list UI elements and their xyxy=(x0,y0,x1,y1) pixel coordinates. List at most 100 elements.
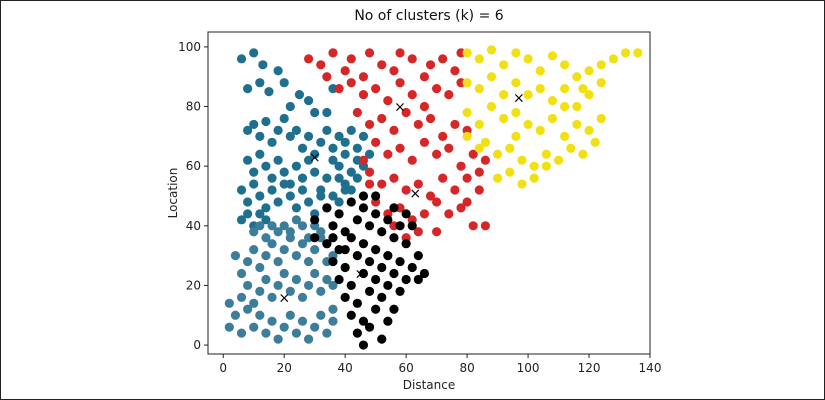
x-tick-label: 100 xyxy=(517,361,540,375)
cluster-2-point xyxy=(243,304,253,314)
cluster-2-point xyxy=(279,245,289,255)
cluster-4-point xyxy=(560,60,570,70)
cluster-3-point xyxy=(322,72,332,82)
cluster-1-point xyxy=(249,179,259,189)
cluster-2-point xyxy=(291,274,301,285)
cluster-3-point xyxy=(377,179,387,189)
cluster-4-point xyxy=(621,48,631,58)
cluster-3-point xyxy=(389,66,399,76)
cluster-1-point xyxy=(267,173,277,183)
cluster-1-point xyxy=(279,167,289,177)
cluster-5-point xyxy=(395,286,405,296)
cluster-4-point xyxy=(499,60,509,70)
x-tick-label: 60 xyxy=(398,361,413,375)
cluster-1-point xyxy=(236,185,247,195)
cluster-3-point xyxy=(358,90,369,100)
cluster-2-point xyxy=(230,251,241,261)
cluster-2-point xyxy=(297,292,308,302)
cluster-4-point xyxy=(474,143,484,153)
y-axis-ticks: 0 20 40 60 80 100 xyxy=(178,40,208,352)
cluster-2-point xyxy=(285,286,295,296)
cluster-4-point xyxy=(547,113,558,124)
cluster-1-point xyxy=(243,155,253,165)
y-tick-label: 80 xyxy=(186,100,201,114)
cluster-5-point xyxy=(389,268,399,279)
cluster-1-point xyxy=(340,149,350,159)
cluster-3-point xyxy=(334,84,344,94)
cluster-5-point xyxy=(346,310,356,320)
cluster-2-point xyxy=(255,286,265,296)
cluster-2-point xyxy=(249,227,259,237)
cluster-3-point xyxy=(480,221,490,231)
cluster-3-point xyxy=(401,185,411,195)
cluster-5-point xyxy=(395,221,405,231)
cluster-1-point xyxy=(285,101,295,112)
cluster-3-point xyxy=(383,95,393,106)
cluster-5-point xyxy=(413,251,423,261)
cluster-2-point xyxy=(328,304,338,314)
cluster-3-point xyxy=(364,179,375,189)
cluster-3-point xyxy=(450,185,460,195)
cluster-2-point xyxy=(243,280,253,291)
cluster-2-point xyxy=(261,251,271,261)
cluster-5-point xyxy=(389,233,399,243)
cluster-2-point xyxy=(236,268,247,279)
cluster-5-point xyxy=(340,245,350,255)
cluster-4-point xyxy=(535,125,545,135)
cluster-1-point xyxy=(249,119,259,130)
cluster-3-point xyxy=(383,149,393,159)
cluster-2-point xyxy=(236,292,247,302)
cluster-5-point xyxy=(383,280,393,291)
cluster-3-point xyxy=(419,137,430,147)
cluster-3-point xyxy=(444,143,454,153)
cluster-4-point xyxy=(511,78,521,88)
cluster-5-point xyxy=(346,233,356,243)
cluster-5-point xyxy=(334,274,344,285)
cluster-2-point xyxy=(267,239,277,249)
cluster-1-point xyxy=(328,191,338,201)
cluster-2-point xyxy=(297,221,308,231)
cluster-5-point xyxy=(358,268,369,279)
cluster-4-point xyxy=(590,137,600,147)
cluster-5-point xyxy=(389,304,399,314)
cluster-4-point xyxy=(535,84,545,94)
cluster-4-point xyxy=(492,149,503,159)
x-tick-label: 80 xyxy=(459,361,474,375)
cluster-3-point xyxy=(438,131,448,141)
cluster-1-point xyxy=(261,116,271,127)
cluster-2-point xyxy=(316,286,326,296)
cluster-2-point xyxy=(236,328,247,338)
cluster-4-point xyxy=(474,84,484,94)
cluster-5-point xyxy=(371,209,381,219)
y-tick-label: 100 xyxy=(178,40,201,54)
cluster-5-point xyxy=(346,280,356,291)
cluster-5-point xyxy=(352,251,362,261)
cluster-5-point xyxy=(371,245,381,255)
cluster-1-point xyxy=(310,107,320,118)
cluster-2-point xyxy=(267,221,277,231)
cluster-2-point xyxy=(255,310,265,320)
cluster-3-point xyxy=(371,137,381,147)
cluster-3-point xyxy=(364,119,375,130)
cluster-4-point xyxy=(474,119,484,130)
cluster-5-point xyxy=(364,221,375,231)
cluster-2-point xyxy=(267,292,277,302)
y-tick-label: 0 xyxy=(193,338,201,352)
cluster-2-point xyxy=(249,322,259,332)
cluster-5-point xyxy=(413,274,423,285)
cluster-1-point xyxy=(346,167,356,177)
cluster-5-point xyxy=(346,197,356,207)
cluster-5-point xyxy=(419,268,430,279)
cluster-1-point xyxy=(303,95,314,106)
cluster-1-point xyxy=(255,78,265,88)
cluster-3-point xyxy=(340,66,350,76)
cluster-4-point xyxy=(560,84,570,94)
cluster-3-point xyxy=(352,107,362,118)
cluster-1-point xyxy=(261,215,271,225)
cluster-2-point xyxy=(230,310,241,320)
cluster-2-point xyxy=(291,328,301,338)
cluster-3-point xyxy=(401,107,411,118)
cluster-1-point xyxy=(249,167,259,177)
centroid-marker: × xyxy=(309,150,321,166)
